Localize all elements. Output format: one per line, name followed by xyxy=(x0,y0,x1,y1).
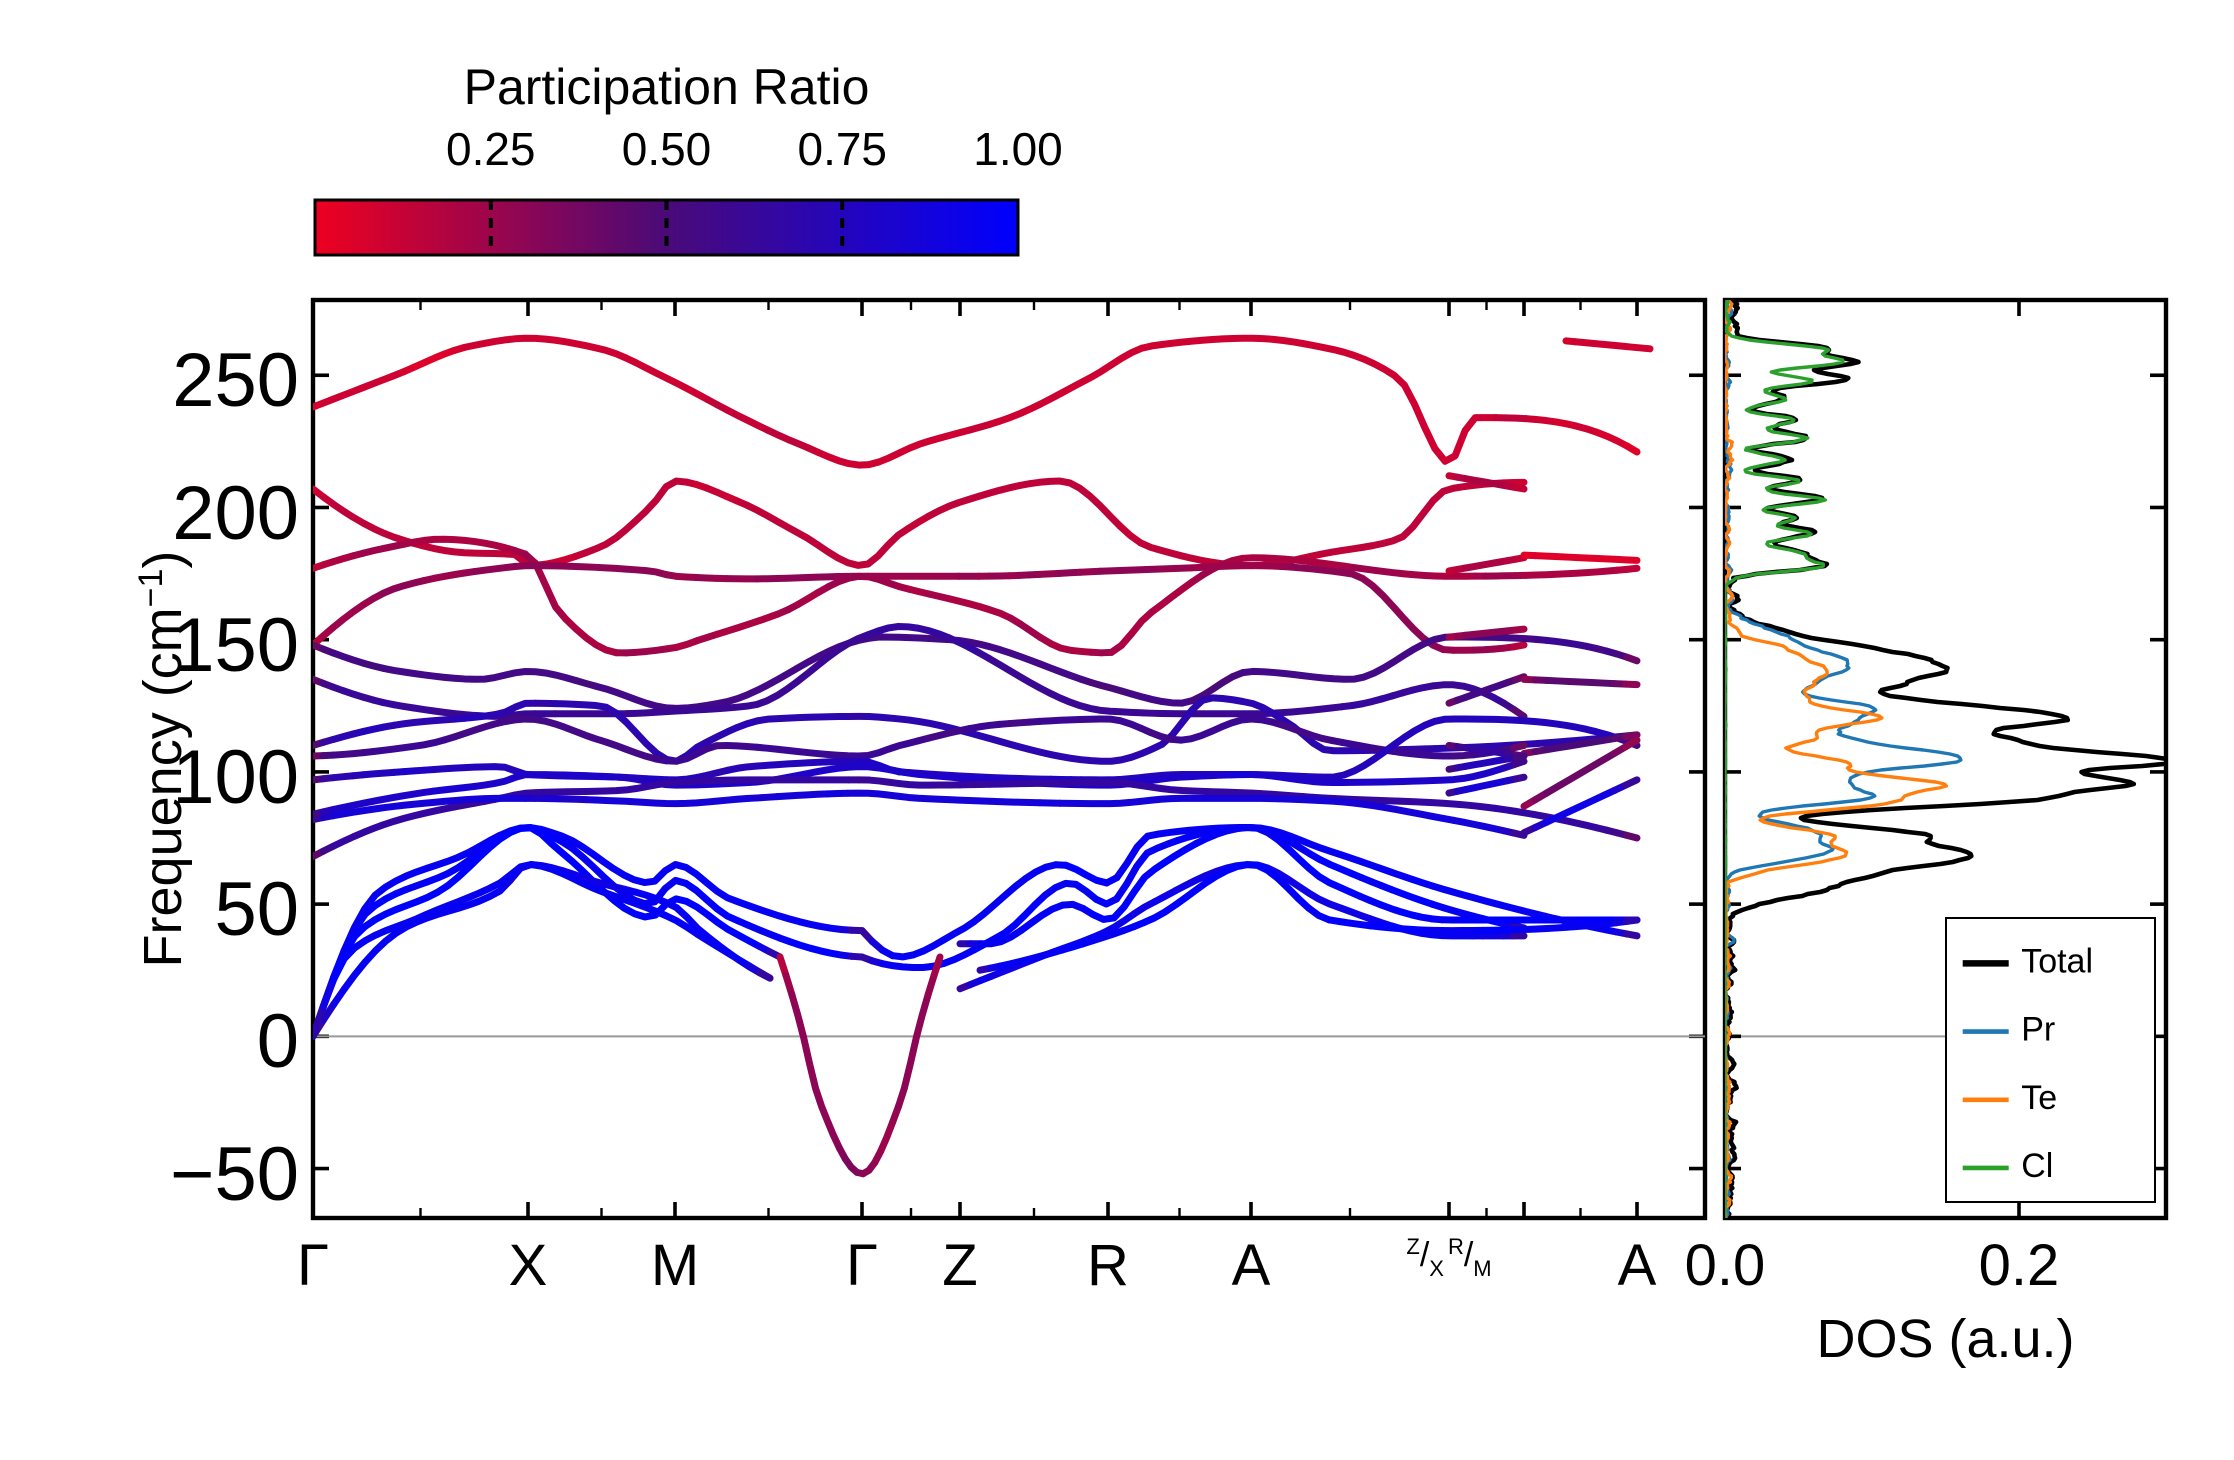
svg-text:Te: Te xyxy=(2021,1079,2057,1117)
svg-text:Total: Total xyxy=(2021,942,2093,980)
svg-text:Cl: Cl xyxy=(2021,1147,2053,1185)
svg-text:Pr: Pr xyxy=(2021,1011,2055,1049)
